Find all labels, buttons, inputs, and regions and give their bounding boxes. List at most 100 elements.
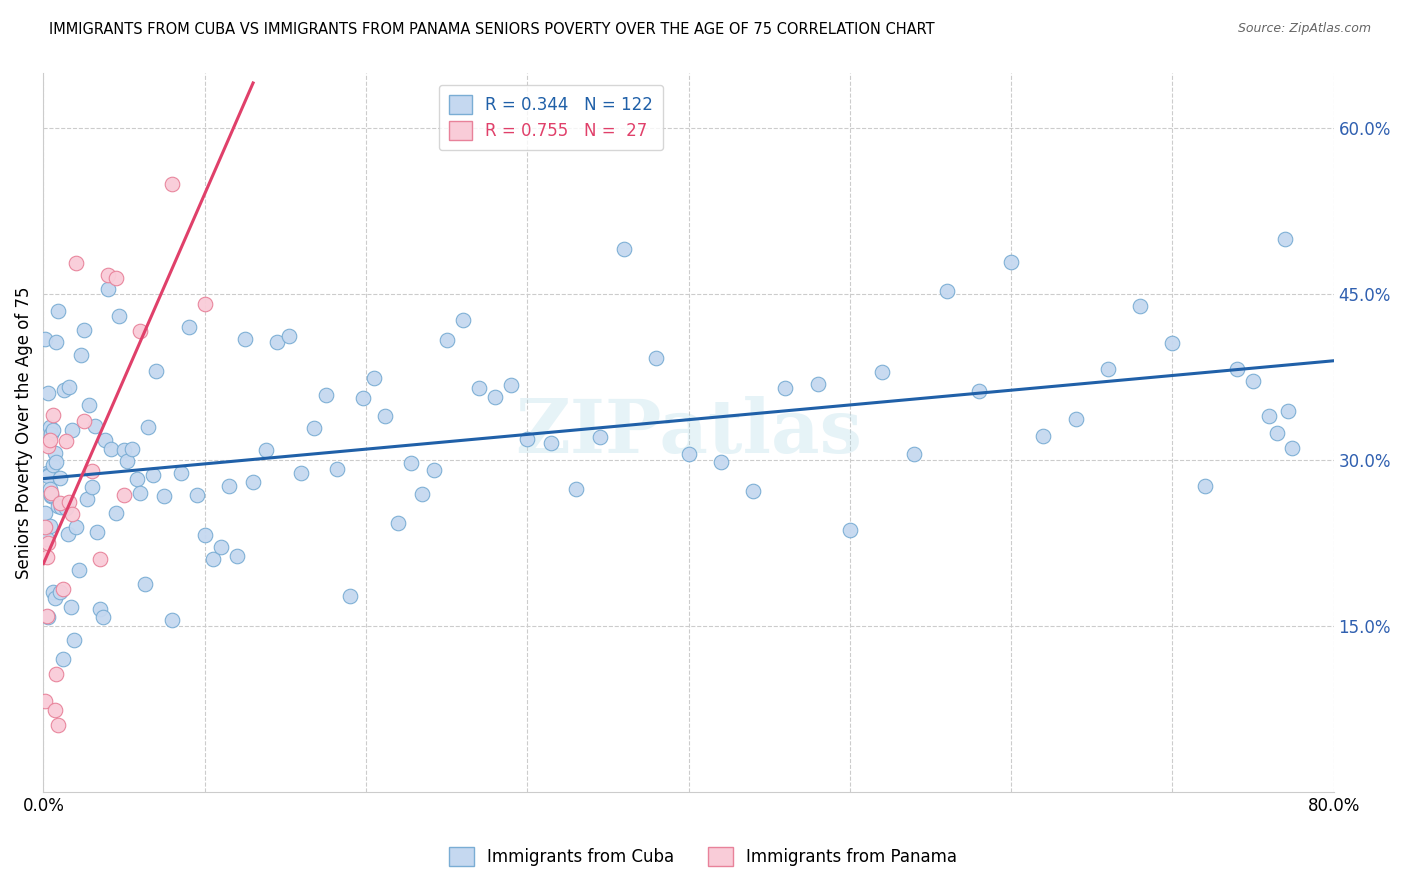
- Point: [35, 609, 58, 624]
- Point: [38, 420, 60, 434]
- Point: [69, 348, 91, 362]
- Point: [501, 378, 523, 392]
- Point: [42, 585, 65, 599]
- Point: [49, 500, 72, 515]
- Legend: R = 0.344   N = 122, R = 0.755   N =  27: R = 0.344 N = 122, R = 0.755 N = 27: [439, 85, 664, 150]
- Point: [451, 313, 474, 327]
- Point: [194, 297, 217, 311]
- Point: [37, 386, 59, 401]
- Point: [45, 455, 67, 469]
- Point: [44, 446, 66, 460]
- Point: [55, 500, 77, 515]
- Point: [37, 610, 59, 624]
- Point: [162, 613, 184, 627]
- Point: [80, 464, 103, 478]
- Point: [162, 177, 184, 191]
- Point: [73, 414, 96, 428]
- Text: IMMIGRANTS FROM CUBA VS IMMIGRANTS FROM PANAMA SENIORS POVERTY OVER THE AGE OF 7: IMMIGRANTS FROM CUBA VS IMMIGRANTS FROM …: [49, 22, 935, 37]
- Point: [42, 458, 65, 472]
- Point: [1274, 232, 1296, 246]
- Point: [34, 332, 56, 346]
- Point: [112, 488, 135, 502]
- Point: [935, 284, 957, 298]
- Point: [37, 439, 59, 453]
- Point: [540, 435, 562, 450]
- Point: [73, 323, 96, 337]
- Point: [194, 528, 217, 542]
- Point: [35, 550, 58, 565]
- Text: Source: ZipAtlas.com: Source: ZipAtlas.com: [1237, 22, 1371, 36]
- Point: [59, 599, 82, 614]
- Point: [290, 466, 312, 480]
- Point: [48, 471, 70, 485]
- Point: [112, 443, 135, 458]
- Point: [645, 351, 668, 366]
- Point: [46, 499, 69, 513]
- Point: [41, 486, 63, 500]
- Point: [153, 489, 176, 503]
- Legend: Immigrants from Cuba, Immigrants from Panama: Immigrants from Cuba, Immigrants from Pa…: [443, 840, 963, 873]
- Point: [67, 563, 90, 577]
- Point: [169, 467, 191, 481]
- Point: [93, 433, 115, 447]
- Point: [277, 328, 299, 343]
- Point: [1129, 299, 1152, 313]
- Point: [80, 480, 103, 494]
- Point: [42, 408, 65, 422]
- Point: [436, 333, 458, 347]
- Point: [399, 456, 422, 470]
- Point: [1277, 404, 1299, 418]
- Point: [226, 549, 249, 563]
- Point: [1258, 409, 1281, 423]
- Point: [903, 448, 925, 462]
- Point: [870, 365, 893, 379]
- Point: [242, 475, 264, 490]
- Point: [967, 384, 990, 398]
- Point: [55, 434, 77, 448]
- Point: [37, 468, 59, 483]
- Point: [254, 442, 277, 457]
- Point: [411, 487, 433, 501]
- Point: [89, 552, 111, 566]
- Point: [484, 390, 506, 404]
- Text: ZIPatlas: ZIPatlas: [515, 396, 862, 469]
- Point: [209, 540, 232, 554]
- Point: [1032, 428, 1054, 442]
- Point: [363, 371, 385, 385]
- Point: [678, 447, 700, 461]
- Point: [44, 703, 66, 717]
- Point: [104, 270, 127, 285]
- Point: [233, 332, 256, 346]
- Point: [91, 609, 114, 624]
- Point: [45, 334, 67, 349]
- Point: [34, 506, 56, 520]
- Point: [42, 423, 65, 437]
- Point: [62, 424, 84, 438]
- Point: [63, 633, 86, 648]
- Point: [46, 718, 69, 732]
- Point: [564, 482, 586, 496]
- Point: [48, 496, 70, 510]
- Point: [468, 381, 491, 395]
- Point: [326, 461, 349, 475]
- Point: [589, 430, 612, 444]
- Point: [35, 466, 58, 480]
- Point: [35, 435, 58, 450]
- Point: [1097, 362, 1119, 376]
- Point: [142, 468, 165, 483]
- Point: [186, 488, 208, 502]
- Point: [121, 442, 143, 456]
- Point: [84, 419, 107, 434]
- Point: [41, 488, 63, 502]
- Point: [304, 421, 326, 435]
- Point: [41, 489, 63, 503]
- Point: [1000, 255, 1022, 269]
- Point: [97, 268, 120, 282]
- Point: [108, 309, 131, 323]
- Point: [37, 535, 59, 549]
- Point: [1064, 412, 1087, 426]
- Point: [58, 380, 80, 394]
- Point: [838, 523, 860, 537]
- Point: [89, 602, 111, 616]
- Point: [65, 520, 87, 534]
